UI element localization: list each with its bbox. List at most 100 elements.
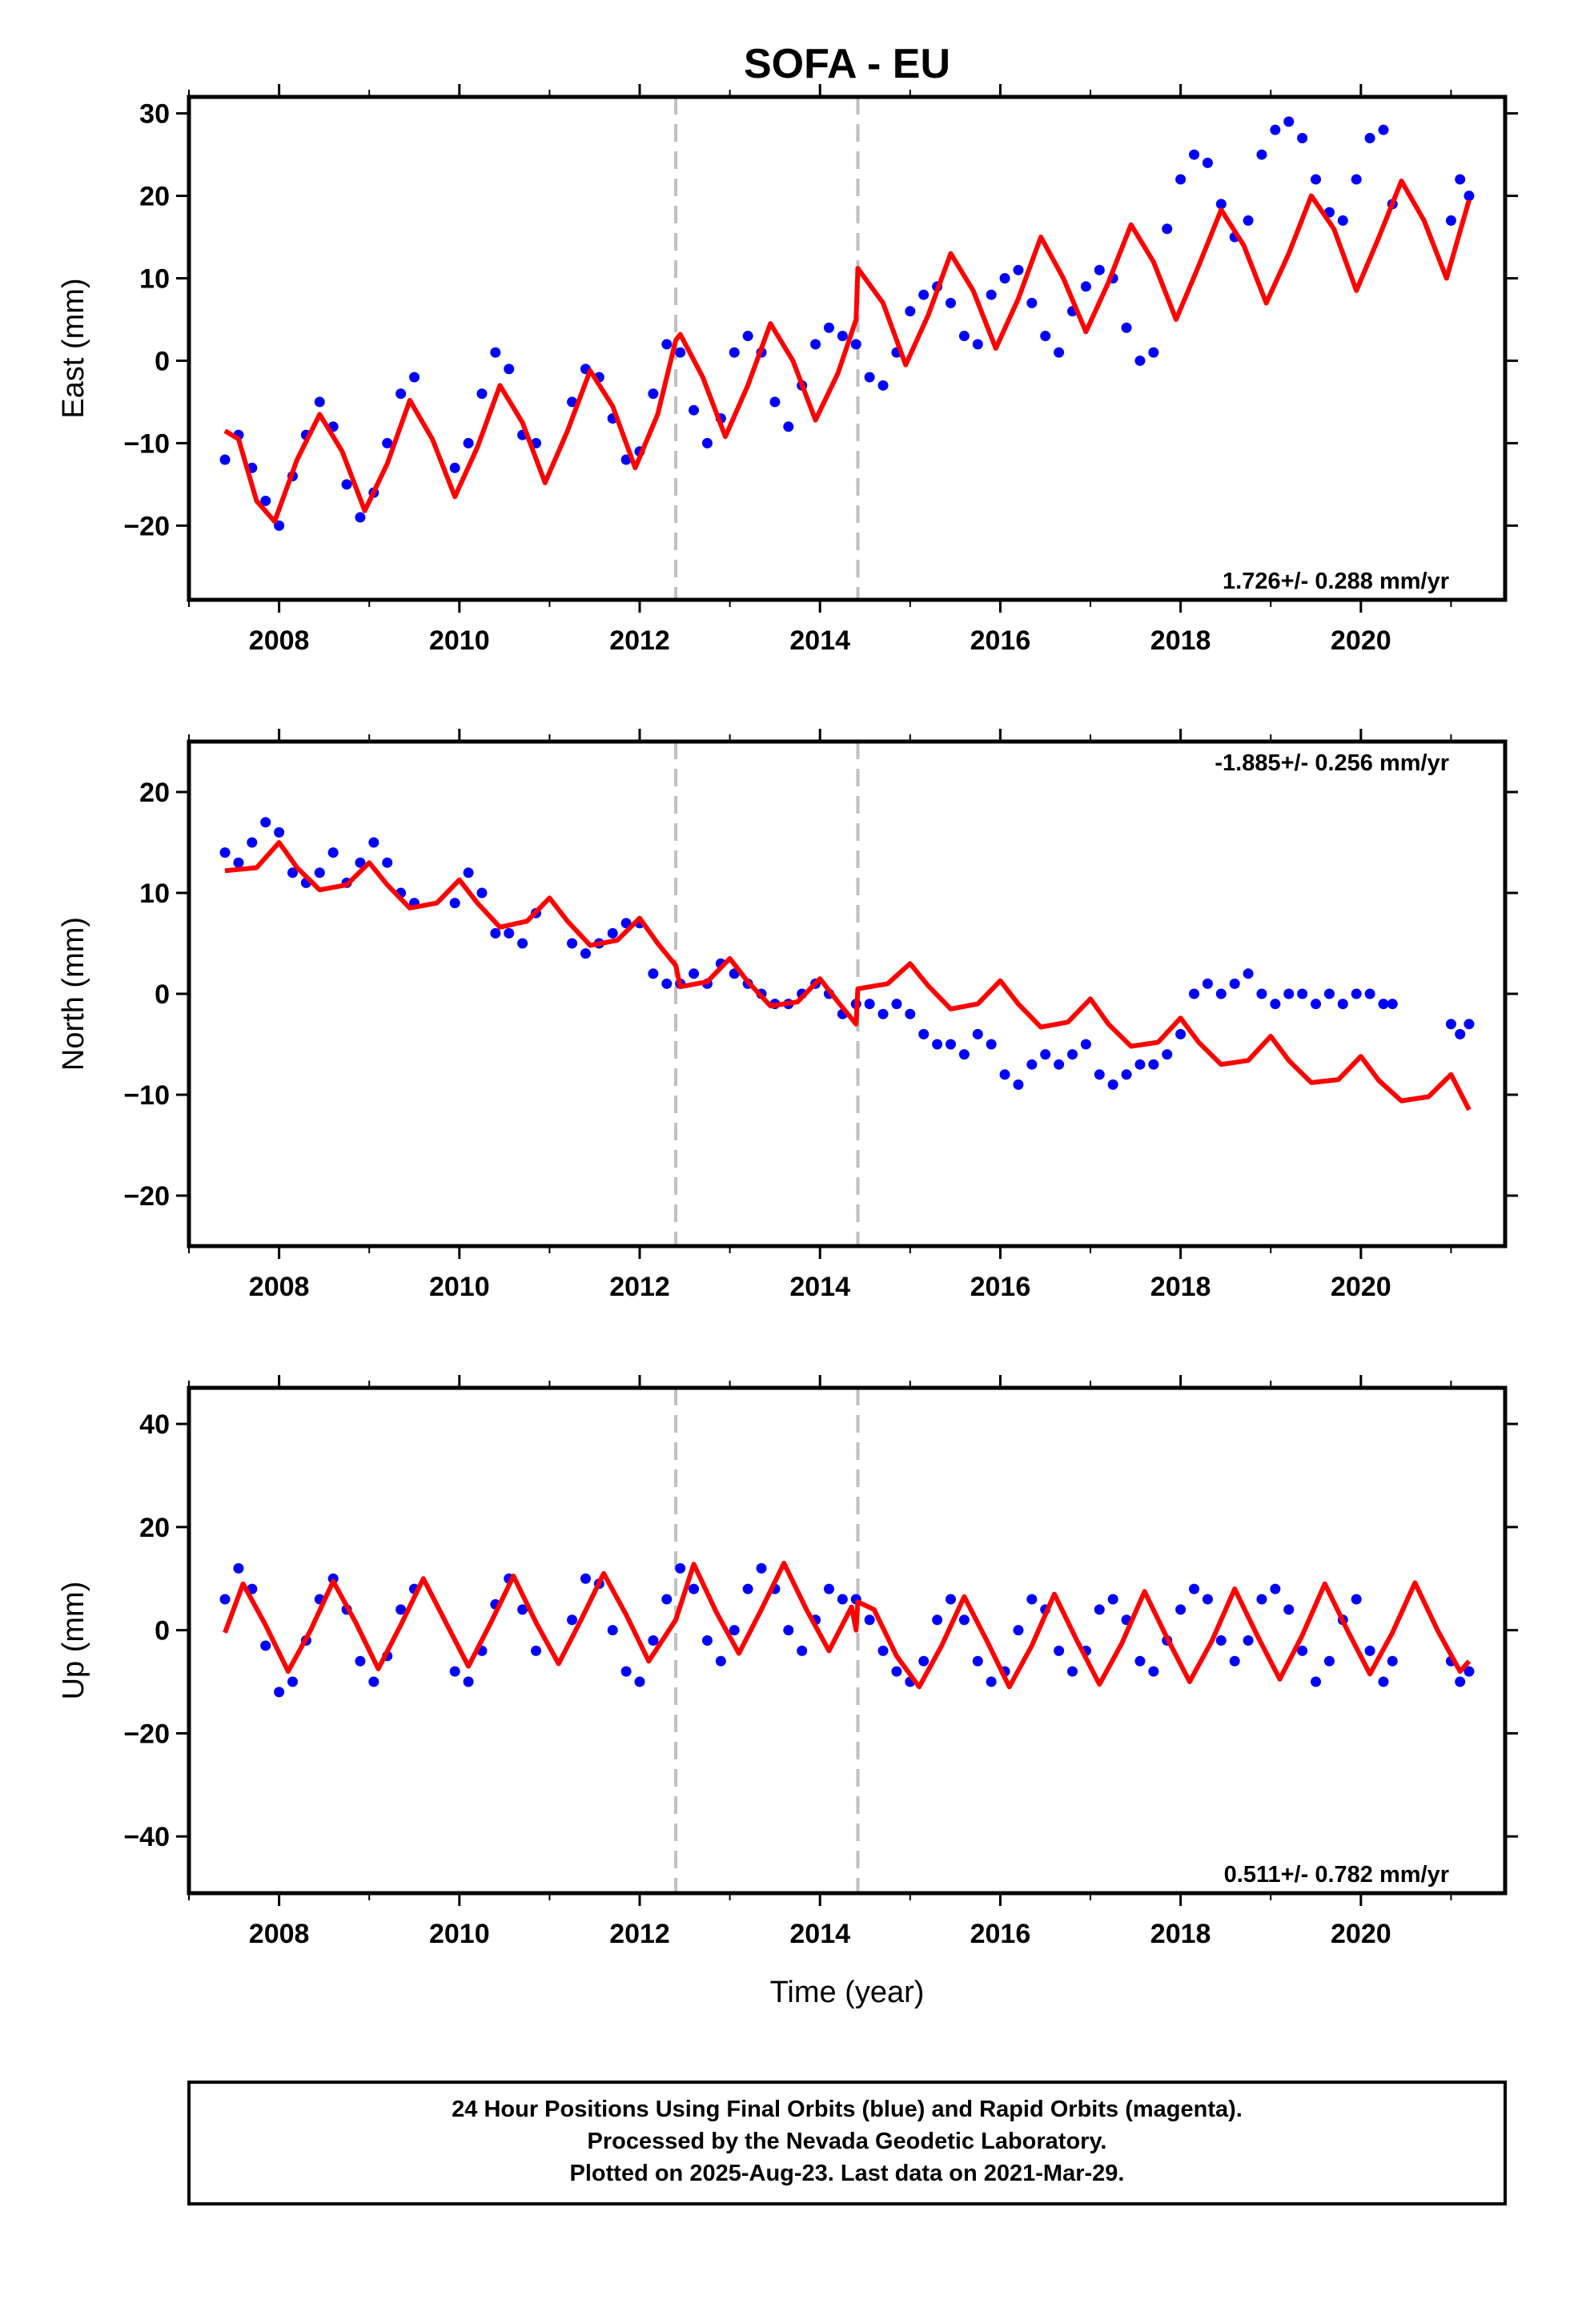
- north-data-point: [607, 927, 618, 939]
- north-y-axis-label: North (mm): [57, 917, 90, 1071]
- up-frame: [187, 1385, 1508, 1896]
- up-data-point: [368, 1676, 379, 1687]
- north-data-point: [1270, 999, 1281, 1010]
- east-x-tick-label: 2018: [1150, 625, 1211, 656]
- east-data-point: [999, 272, 1010, 283]
- up-data-point: [1148, 1666, 1159, 1677]
- north-data-point: [972, 1028, 983, 1039]
- east-data-point: [314, 396, 325, 408]
- north-frame: [187, 739, 1508, 1248]
- east-data-point: [1364, 132, 1375, 143]
- up-data-point: [972, 1655, 983, 1667]
- up-data-point: [567, 1614, 578, 1626]
- east-data-point: [689, 404, 700, 416]
- up-data-point: [463, 1676, 474, 1687]
- north-model-line: [224, 840, 1472, 1112]
- up-data-point: [396, 1604, 407, 1615]
- north-data-point: [1311, 999, 1322, 1010]
- north-data-point: [1013, 1079, 1024, 1090]
- up-data-point: [260, 1640, 271, 1651]
- east-data-point: [1202, 157, 1213, 168]
- up-panel: 2008 2010 2012 2014 2016 2018 2020 −40 −20 0 20 40 U…: [57, 1375, 1518, 1949]
- up-data-point: [1311, 1676, 1322, 1687]
- up-data-point: [1202, 1594, 1213, 1605]
- east-data-point: [742, 331, 753, 342]
- up-data-point: [1323, 1655, 1335, 1667]
- north-data-point: [958, 1049, 970, 1060]
- north-data-point: [932, 1039, 943, 1050]
- up-data-point: [864, 1614, 875, 1626]
- up-data-point: [274, 1687, 285, 1698]
- footer-box: 24 Hour Positions Using Final Orbits (bl…: [187, 2081, 1507, 2205]
- up-y-tick-label: −20: [123, 1719, 170, 1749]
- east-data-point: [396, 388, 407, 400]
- north-y-tick-label: 10: [139, 879, 170, 909]
- up-y-tick-label: 0: [155, 1616, 170, 1647]
- east-data-point: [1148, 347, 1159, 358]
- east-model-line: [223, 179, 1472, 525]
- east-data-point: [837, 331, 848, 342]
- up-data-point: [1243, 1635, 1254, 1646]
- north-data-point: [1067, 1049, 1078, 1060]
- north-data-point: [1175, 1028, 1186, 1039]
- north-data-point: [945, 1039, 956, 1050]
- up-data-point: [580, 1573, 591, 1584]
- east-data-point: [1040, 331, 1051, 342]
- north-data-point: [999, 1069, 1010, 1080]
- east-data-point: [1378, 124, 1389, 135]
- up-data-point: [958, 1614, 970, 1626]
- east-data-point: [1455, 174, 1466, 185]
- north-data-point: [1229, 978, 1240, 989]
- up-data-point: [877, 1645, 889, 1656]
- east-data-point: [701, 437, 713, 448]
- up-data-point: [287, 1676, 298, 1687]
- up-data-point: [1270, 1583, 1281, 1594]
- east-data-point: [850, 339, 861, 350]
- east-data-point: [877, 380, 889, 391]
- up-data-point: [634, 1676, 645, 1687]
- east-data-point: [449, 462, 460, 473]
- east-data-point: [274, 520, 285, 531]
- up-data-point: [1256, 1594, 1267, 1605]
- north-x-tick-label: 2020: [1331, 1272, 1391, 1302]
- up-data-point: [918, 1655, 930, 1667]
- up-data-point: [986, 1676, 997, 1687]
- up-data-point: [823, 1583, 834, 1594]
- north-data-point: [287, 867, 298, 879]
- east-data-point: [355, 512, 366, 523]
- x-axis-label: Time (year): [770, 1976, 925, 2009]
- north-x-tick-label: 2012: [609, 1272, 670, 1302]
- east-x-tick-label: 2016: [970, 625, 1031, 656]
- up-data-point: [620, 1666, 632, 1677]
- up-data-point: [1026, 1594, 1038, 1605]
- east-data-point: [1121, 322, 1132, 333]
- up-data-point: [1283, 1604, 1295, 1615]
- up-x-tick-label: 2012: [609, 1919, 670, 1949]
- north-data-point: [1054, 1059, 1065, 1070]
- north-y-tick-label: 20: [139, 778, 170, 808]
- north-data-point: [864, 999, 875, 1010]
- east-data-point: [986, 289, 997, 300]
- east-data-point: [382, 437, 393, 448]
- north-panel: 2008 2010 2012 2014 2016 2018 2020 −20 −10 0 10 20 N…: [57, 729, 1518, 1302]
- north-x-tick-label: 2014: [789, 1272, 850, 1302]
- east-y-axis-label: East (mm): [57, 278, 90, 418]
- up-data-point: [1054, 1645, 1065, 1656]
- up-x-tick-label: 2010: [429, 1919, 490, 1949]
- east-data-point: [1337, 215, 1348, 226]
- east-data-point: [1464, 191, 1475, 202]
- east-data-point: [504, 364, 515, 375]
- east-data-point: [219, 454, 231, 465]
- east-data-point: [1311, 174, 1322, 185]
- east-y-tick-label: 10: [139, 263, 170, 294]
- north-data-point: [314, 867, 325, 879]
- up-data-point: [355, 1655, 366, 1667]
- north-data-point: [490, 927, 501, 939]
- up-data-point: [797, 1645, 808, 1656]
- up-data-point: [661, 1594, 673, 1605]
- up-y-tick-label: 20: [139, 1513, 170, 1543]
- north-data-point: [219, 847, 231, 858]
- north-data-point: [260, 817, 271, 828]
- north-data-point: [1351, 988, 1362, 999]
- east-data-point: [769, 396, 781, 408]
